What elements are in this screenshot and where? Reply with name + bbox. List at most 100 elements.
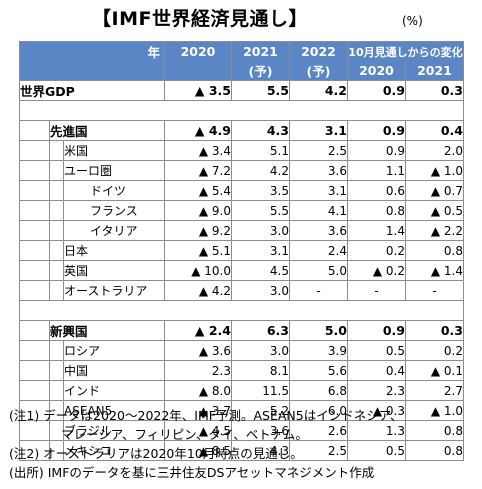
value-cell: 3.5 [231, 180, 290, 201]
table-row: インド ▲ 8.0 11.5 6.8 2.3 2.7 [19, 380, 464, 401]
row-label: ロシア [63, 340, 165, 361]
indent-cell [19, 160, 50, 181]
value-cell: - [347, 280, 406, 301]
table-row: 新興国 ▲ 2.4 6.3 5.0 0.9 0.3 [19, 320, 464, 341]
value-cell: 0.5 [347, 440, 406, 461]
indent-cell [19, 380, 50, 401]
indent-cell [19, 120, 50, 141]
value-cell: 0.5 [347, 340, 406, 361]
value-cell: ▲ 2.4 [164, 320, 232, 341]
table-row: 先進国 ▲ 4.9 4.3 3.1 0.9 0.4 [19, 120, 464, 141]
value-cell: 4.3 [231, 440, 290, 461]
row-label: インド [63, 380, 165, 401]
table-row: ASEAN5 ▲ 3.7 5.2 6.0 ▲ 0.3 ▲ 1.0 [19, 400, 464, 421]
value-cell: 0.8 [405, 440, 464, 461]
value-cell: ▲ 2.2 [405, 220, 464, 241]
forecast-table: 年 2020 2021 2022 10月見通しからの変化 (予) (予) 202… [19, 41, 464, 461]
indent-cell [49, 220, 64, 241]
value-cell: - [405, 280, 464, 301]
indent-cell [49, 260, 64, 281]
indent-cell [49, 180, 64, 201]
indent-cell [49, 280, 64, 301]
value-cell: 0.8 [405, 240, 464, 261]
note-source: (出所) IMFのデータを基に三井住友DSアセットマネジメント作成 [9, 465, 375, 480]
row-label: 新興国 [49, 320, 165, 341]
value-cell: ▲ 3.4 [164, 140, 232, 161]
value-cell: ▲ 0.7 [405, 180, 464, 201]
value-cell: 0.9 [347, 140, 406, 161]
indent-cell [19, 320, 50, 341]
row-label: 米国 [63, 140, 165, 161]
header-2021-forecast: (予) [231, 61, 290, 81]
value-cell: ▲ 3.6 [164, 340, 232, 361]
value-cell: 3.0 [231, 340, 290, 361]
header-2022-forecast: (予) [289, 61, 348, 81]
table-row: メキシコ ▲ 8.5 4.3 2.5 0.5 0.8 [19, 440, 464, 461]
header-row-1: 年 2020 2021 2022 10月見通しからの変化 [19, 41, 464, 61]
value-cell: 6.0 [289, 400, 348, 421]
row-label: 中国 [63, 360, 165, 381]
value-cell: 2.6 [289, 420, 348, 441]
header-change-group: 10月見通しからの変化 [347, 41, 464, 61]
value-cell: 3.0 [231, 280, 290, 301]
row-label: ユーロ圏 [63, 160, 165, 181]
row-label: 先進国 [49, 120, 165, 141]
value-cell: 6.8 [289, 380, 348, 401]
value-cell: 3.1 [231, 240, 290, 261]
table-row: 世界GDP ▲ 3.5 5.5 4.2 0.9 0.3 [19, 80, 464, 101]
table-row: ユーロ圏 ▲ 7.2 4.2 3.6 1.1 ▲ 1.0 [19, 160, 464, 181]
row-label: 世界GDP [19, 80, 165, 101]
indent-cell [19, 200, 50, 221]
value-cell: ▲ 8.0 [164, 380, 232, 401]
indent-cell [19, 180, 50, 201]
value-cell: ▲ 1.0 [405, 160, 464, 181]
value-cell: 0.2 [405, 340, 464, 361]
spacer-row [19, 300, 464, 321]
header-change-2021: 2021 [405, 61, 464, 81]
row-label: フランス [63, 200, 165, 221]
table-row: 中国 2.3 8.1 5.6 0.4 ▲ 0.1 [19, 360, 464, 381]
value-cell: 5.6 [289, 360, 348, 381]
value-cell: 2.7 [405, 380, 464, 401]
value-cell: ▲ 10.0 [164, 260, 232, 281]
value-cell: ▲ 7.2 [164, 160, 232, 181]
row-label: オーストラリア [63, 280, 165, 301]
unit-label: (%) [402, 14, 423, 28]
header-2022: 2022 [289, 41, 348, 61]
table-row: 米国 ▲ 3.4 5.1 2.5 0.9 2.0 [19, 140, 464, 161]
value-cell: 5.1 [231, 140, 290, 161]
value-cell: 11.5 [231, 380, 290, 401]
value-cell: 3.6 [289, 220, 348, 241]
note-1-cont: マレーシア、フィリピン、タイ、ベトナム。 [61, 427, 308, 442]
value-cell: ▲ 0.3 [347, 400, 406, 421]
value-cell: ▲ 1.4 [405, 260, 464, 281]
value-cell: 0.2 [347, 240, 406, 261]
value-cell: 0.4 [347, 360, 406, 381]
value-cell: 3.1 [289, 180, 348, 201]
value-cell: 4.3 [231, 120, 290, 141]
row-label: イタリア [63, 220, 165, 241]
spacer-row [19, 100, 464, 121]
row-label: 日本 [63, 240, 165, 261]
header-2020-sub [164, 61, 232, 81]
spacer-cell [19, 100, 464, 121]
value-cell: 2.0 [405, 140, 464, 161]
page-title: 【IMF世界経済見通し】 [92, 8, 308, 30]
value-cell: 0.3 [405, 320, 464, 341]
value-cell: 2.5 [289, 140, 348, 161]
value-cell: ▲ 3.5 [164, 80, 232, 101]
indent-cell [19, 280, 50, 301]
value-cell: ▲ 9.2 [164, 220, 232, 241]
value-cell: 0.8 [347, 200, 406, 221]
indent-cell [49, 200, 64, 221]
indent-cell [19, 240, 50, 261]
value-cell: ▲ 9.0 [164, 200, 232, 221]
header-year-label: 年 [19, 41, 165, 61]
row-label: 英国 [63, 260, 165, 281]
indent-cell [19, 260, 50, 281]
indent-cell [49, 140, 64, 161]
value-cell: 1.1 [347, 160, 406, 181]
value-cell: 4.2 [289, 80, 348, 101]
table-row: 英国 ▲ 10.0 4.5 5.0 ▲ 0.2 ▲ 1.4 [19, 260, 464, 281]
indent-cell [49, 380, 64, 401]
